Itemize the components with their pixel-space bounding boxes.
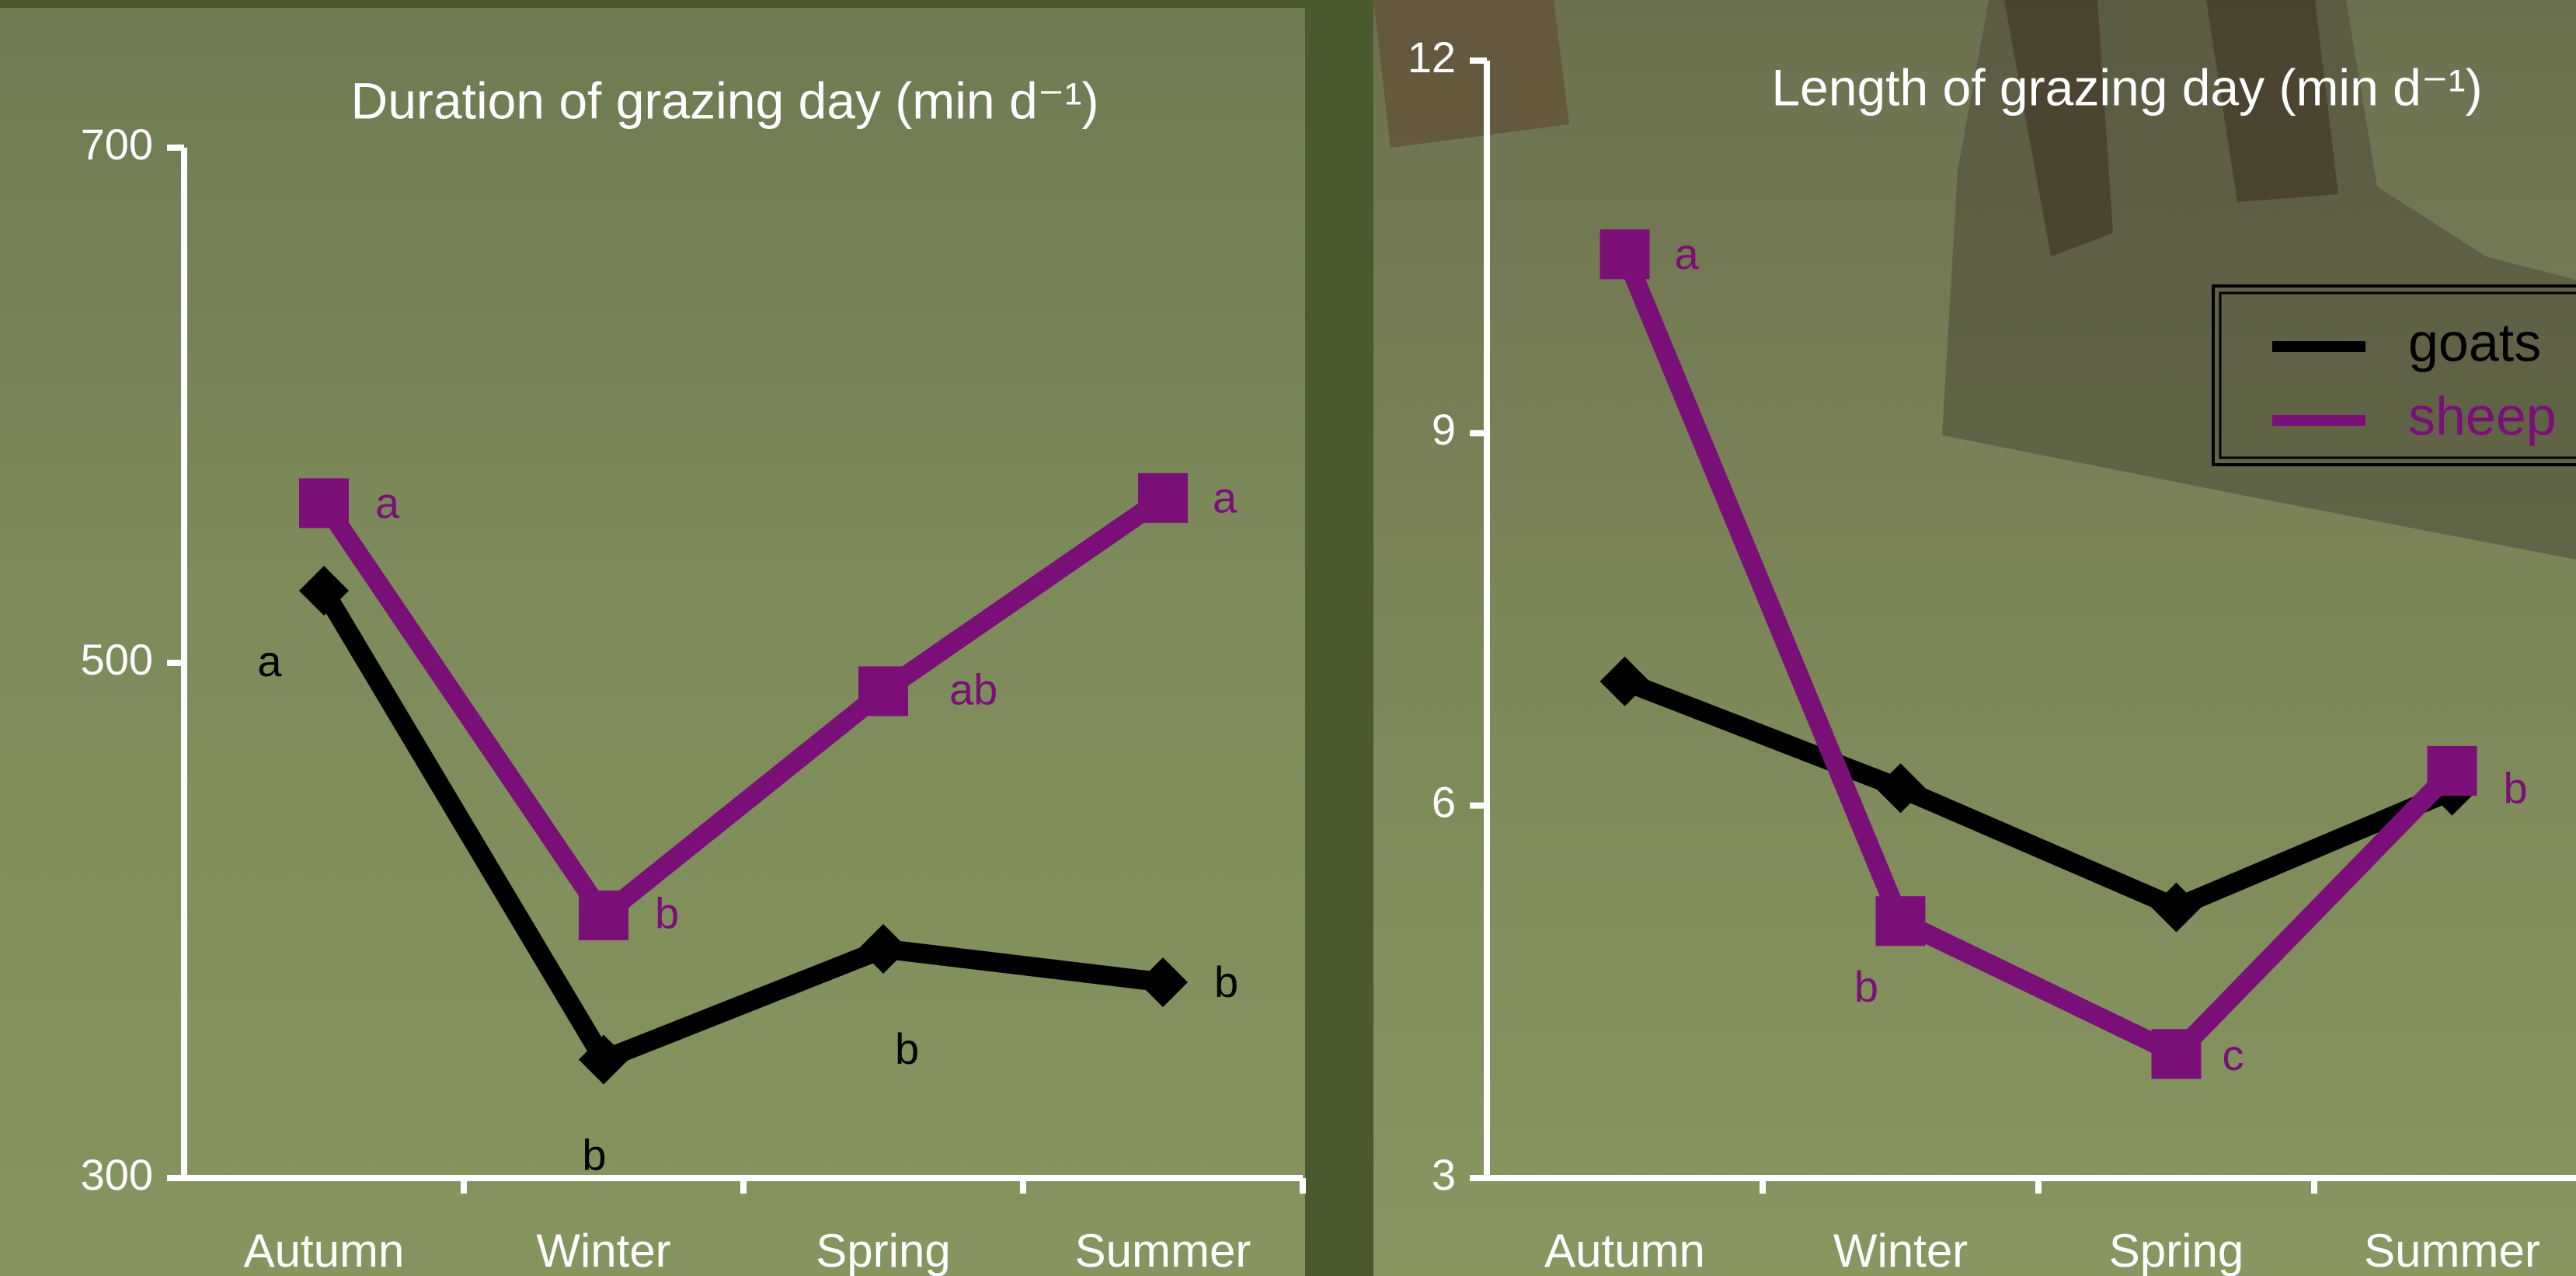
x-tick-label: Spring: [816, 1225, 950, 1276]
chart-title: Duration of grazing day (min d⁻¹): [351, 71, 1099, 129]
significance-letter: a: [1675, 229, 1700, 278]
marker: [2428, 746, 2477, 796]
marker: [2152, 1029, 2202, 1079]
y-tick-label: 300: [81, 1150, 153, 1199]
significance-letter: b: [655, 889, 679, 938]
y-tick-label: 12: [1408, 33, 1456, 82]
y-tick-label: 500: [81, 635, 153, 684]
x-tick-label: Winter: [536, 1225, 670, 1276]
marker: [579, 891, 628, 940]
x-tick-label: Autumn: [1544, 1225, 1705, 1276]
page: {"chart_data": [ {"type": "line", "title…: [0, 0, 2576, 1276]
marker: [1600, 229, 1650, 279]
x-tick-label: Spring: [2109, 1225, 2244, 1276]
marker: [1138, 473, 1188, 523]
photo-panel: [0, 8, 1305, 1276]
significance-letter: a: [1213, 473, 1238, 522]
x-tick-label: Summer: [2364, 1225, 2540, 1276]
marker: [1876, 896, 1926, 946]
y-tick-label: 3: [1432, 1150, 1456, 1199]
y-tick-label: 6: [1432, 777, 1456, 826]
x-tick-label: Autumn: [244, 1225, 405, 1276]
legend-label: goats: [2408, 312, 2541, 372]
x-tick-label: Summer: [1075, 1225, 1251, 1276]
marker: [299, 478, 349, 528]
marker: [858, 666, 908, 716]
significance-letter: b: [2504, 764, 2528, 813]
significance-letter: b: [895, 1024, 919, 1073]
chart: Duration of grazing day (min d⁻¹) 300 500 7…: [0, 0, 2576, 1276]
significance-letter: a: [257, 636, 282, 685]
animal-shape: [1373, 0, 1569, 148]
y-tick-label: 9: [1432, 405, 1456, 454]
legend-label: sheep: [2408, 385, 2557, 446]
x-tick-label: Winter: [1833, 1225, 1968, 1276]
chart-title: Length of grazing day (min d⁻¹): [1771, 58, 2482, 116]
significance-letter: c: [2223, 1030, 2244, 1079]
significance-letter: ab: [949, 664, 997, 713]
y-tick-label: 700: [81, 120, 153, 169]
significance-letter: a: [375, 478, 400, 527]
significance-letter: b: [1854, 962, 1878, 1011]
significance-letter: b: [1214, 957, 1238, 1006]
significance-letter: b: [582, 1130, 606, 1179]
